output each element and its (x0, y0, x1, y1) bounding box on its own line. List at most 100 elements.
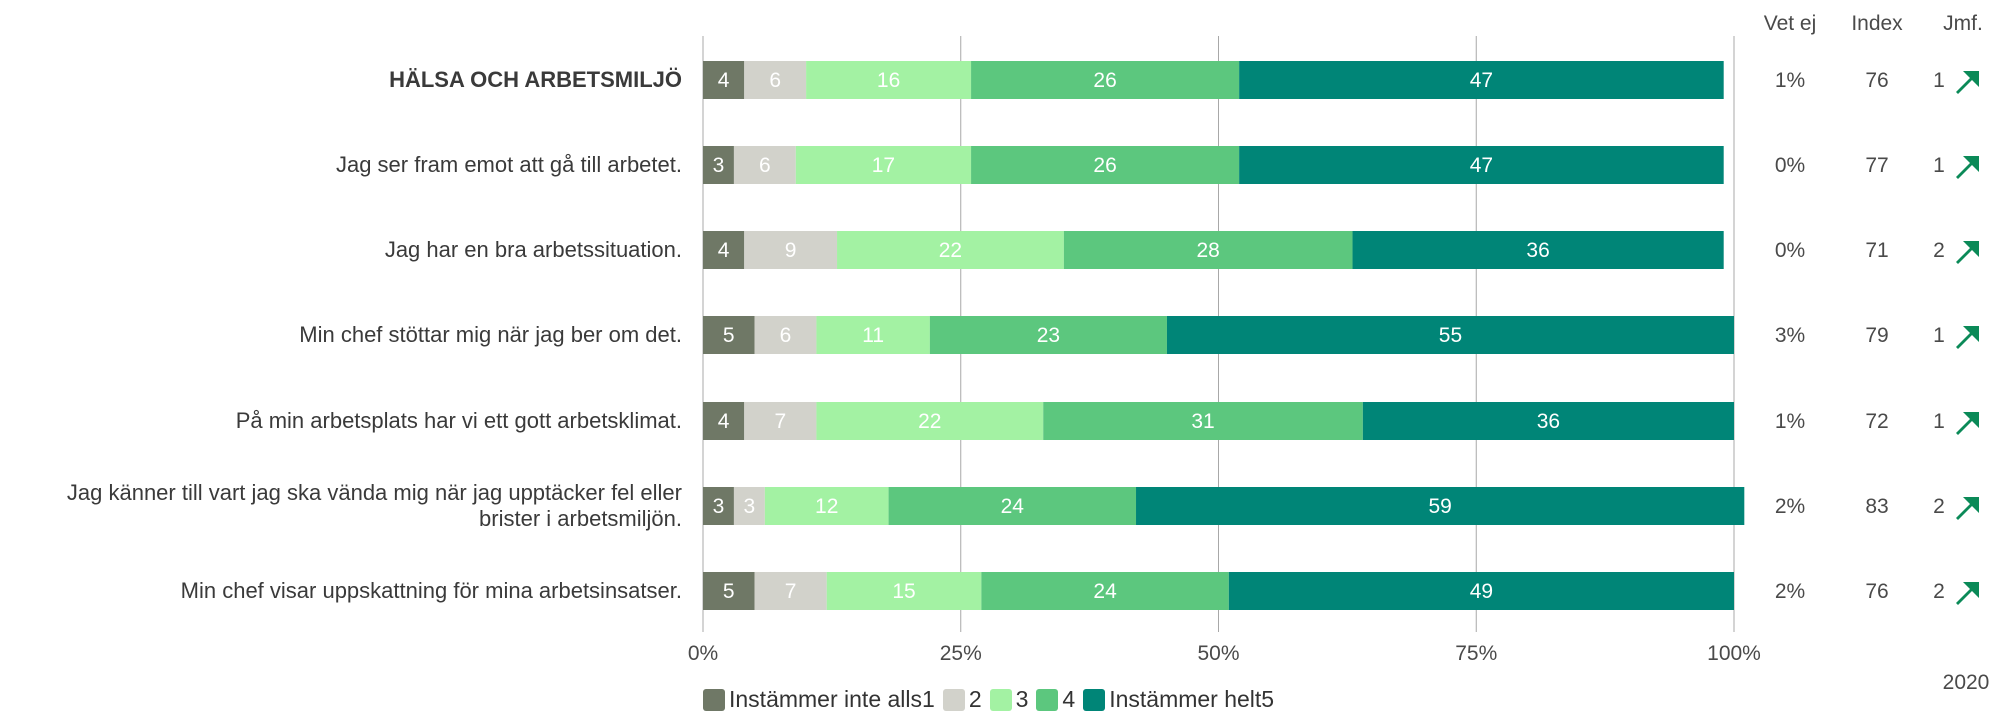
bar-segment (703, 402, 745, 440)
legend-label: 4 (1062, 686, 1076, 712)
bar-segment (795, 146, 972, 184)
category-label: Min chef visar uppskattning för mina arb… (181, 578, 682, 603)
bar-segment (929, 316, 1167, 354)
bar-segment (971, 146, 1240, 184)
x-axis-ticks: 0% 25% 50% 75% 100% (688, 642, 1761, 665)
bar-value-label: 7 (774, 410, 786, 433)
bar-segment (703, 572, 755, 610)
bar-segment (744, 231, 838, 269)
vet-ej-value: 2% (1775, 580, 1805, 603)
bar-value-label: 16 (877, 69, 900, 92)
index-value: 79 (1865, 324, 1888, 347)
category-label: HÄLSA OCH ARBETSMILJÖ (389, 67, 682, 92)
bar-segment (703, 61, 745, 99)
bar-segment (703, 231, 745, 269)
vet-ej-value: 0% (1775, 239, 1805, 262)
bar-value-label: 22 (939, 239, 962, 262)
category-label: Min chef stöttar mig när jag ber om det. (299, 322, 682, 347)
category-label: brister i arbetsmiljön. (479, 506, 682, 531)
vet-ej-value: 3% (1775, 324, 1805, 347)
bar-value-label: 5 (723, 324, 735, 347)
vet-ej-header: Vet ej (1764, 12, 1817, 35)
bar-value-label: 9 (785, 239, 797, 262)
bar-value-label: 15 (892, 580, 915, 603)
bar-segment (826, 572, 982, 610)
index-value: 76 (1865, 69, 1888, 92)
bar-segment (764, 487, 889, 525)
legend-swatch (703, 688, 725, 711)
legend-swatch (1083, 688, 1106, 711)
index-value: 76 (1865, 580, 1888, 603)
bar-value-label: 6 (780, 324, 792, 347)
bar-segment (1362, 402, 1734, 440)
bar-value-label: 3 (713, 495, 725, 518)
legend-swatch (989, 688, 1012, 711)
bar-value-label: 5 (723, 580, 735, 603)
bar-segment (1228, 572, 1734, 610)
bar-value-label: 22 (918, 410, 941, 433)
bar-segment (744, 61, 807, 99)
bar-segment (981, 572, 1229, 610)
jmf-header: Jmf. (1943, 12, 1983, 35)
bar-value-label: 6 (769, 69, 781, 92)
x-tick-label-0: 0% (688, 642, 718, 665)
bar-value-label: 26 (1093, 69, 1116, 92)
bar-segment (703, 146, 734, 184)
bar-value-label: 24 (1001, 495, 1025, 518)
legend-label: 2 (968, 686, 982, 712)
jmf-value: 1 (1933, 324, 1945, 347)
arrow-up-right-icon (1956, 326, 1979, 349)
bar-value-label: 17 (872, 154, 895, 177)
bar-value-label: 24 (1093, 580, 1117, 603)
bar-value-label: 36 (1526, 239, 1549, 262)
legend-label: Instämmer inte alls1 (729, 686, 935, 712)
jmf-year-label: 2020 (1943, 671, 1990, 694)
index-value: 77 (1865, 154, 1888, 177)
bar-value-label: 4 (718, 410, 730, 433)
bar-segment (733, 146, 796, 184)
bar-value-label: 55 (1439, 324, 1462, 347)
index-value: 72 (1865, 410, 1888, 433)
bar-segment (754, 572, 827, 610)
bar-segment (703, 316, 755, 354)
bar-value-label: 49 (1470, 580, 1493, 603)
index-value: 71 (1865, 239, 1888, 262)
jmf-value: 2 (1933, 239, 1945, 262)
bar-segment (754, 316, 817, 354)
bar-segment (703, 487, 734, 525)
jmf-value: 2 (1933, 495, 1945, 518)
bar-segment (733, 487, 765, 525)
legend: Instämmer inte alls1 2 3 4 Instämmer helt5 (703, 686, 1282, 713)
bar-value-label: 12 (815, 495, 838, 518)
jmf-value: 1 (1933, 410, 1945, 433)
arrow-up-right-icon (1956, 582, 1979, 605)
bars: 4 6 16 26 473 6 17 26 474 9 22 28 365 6 11 23 554 7 22 31 36… (703, 61, 1745, 610)
bar-segment (1352, 231, 1724, 269)
legend-label: 3 (1015, 686, 1029, 712)
bar-value-label: 3 (713, 154, 725, 177)
bar-segment (1063, 231, 1353, 269)
index-header: Index (1851, 12, 1903, 35)
bar-value-label: 47 (1470, 69, 1493, 92)
vet-ej-value: 0% (1775, 154, 1805, 177)
jmf-value: 1 (1933, 69, 1945, 92)
bar-value-label: 23 (1037, 324, 1060, 347)
legend-swatch (942, 688, 965, 711)
arrow-up-right-icon (1956, 497, 1979, 520)
bar-segment (888, 487, 1137, 525)
x-tick-label-4: 100% (1707, 642, 1761, 665)
bar-value-label: 7 (785, 580, 797, 603)
bar-value-label: 3 (744, 495, 756, 518)
bar-value-label: 4 (718, 239, 730, 262)
bar-value-label: 6 (759, 154, 771, 177)
bar-value-label: 31 (1191, 410, 1214, 433)
side-columns: Vet ej Index Jmf. 2020 1% 76 1 0% 77 1 0% 71 2 3%… (1764, 12, 1990, 694)
jmf-value: 1 (1933, 154, 1945, 177)
vet-ej-value: 1% (1775, 69, 1805, 92)
x-tick-label-2: 50% (1197, 642, 1239, 665)
category-label: På min arbetsplats har vi ett gott arbet… (236, 408, 682, 433)
legend-item: Instämmer helt5 (1083, 686, 1274, 713)
bar-value-label: 26 (1093, 154, 1116, 177)
bar-segment (1239, 146, 1724, 184)
